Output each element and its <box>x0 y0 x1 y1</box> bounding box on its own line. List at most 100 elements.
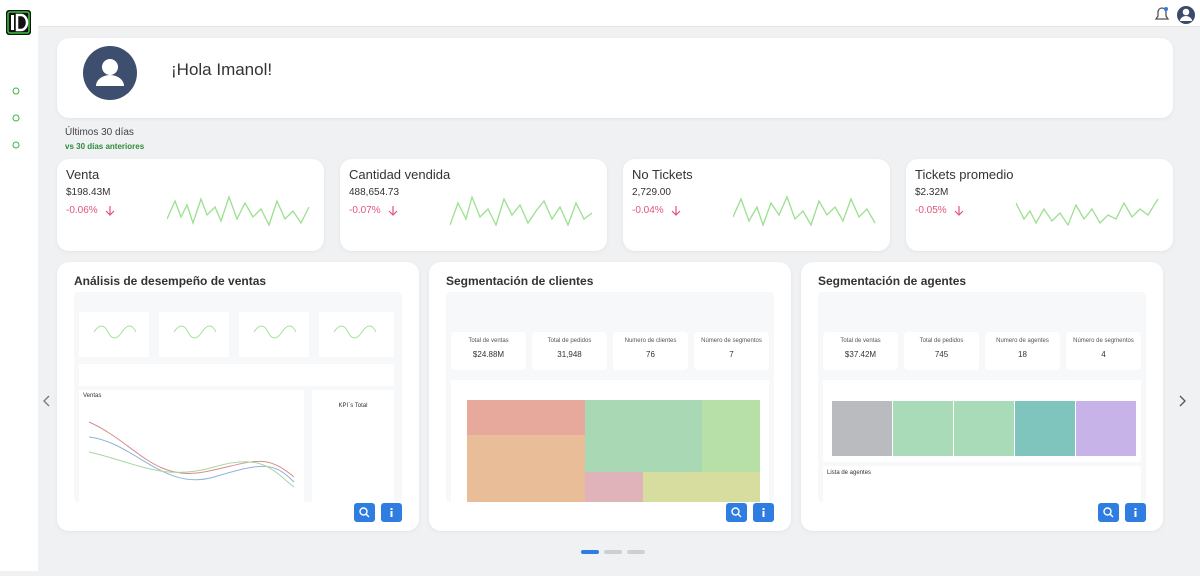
treemap-cell <box>585 472 643 502</box>
dot[interactable] <box>627 550 645 554</box>
mini-stat: Número de segmentos 4 <box>1066 332 1141 370</box>
kpi-change: -0.05% <box>915 205 947 216</box>
search-button[interactable] <box>1098 503 1119 522</box>
panel-sales: Análisis de desempeño de ventas Ventas K… <box>57 262 419 531</box>
info-icon <box>762 508 765 517</box>
info-button[interactable] <box>1125 503 1146 522</box>
mini-stat-label: Total de ventas <box>840 338 881 344</box>
mini-stat-label: Total de ventas <box>468 338 509 344</box>
sidebar <box>0 0 38 571</box>
logo-i <box>11 15 14 30</box>
kpi-change: -0.06% <box>66 205 98 216</box>
kpi-title: No Tickets <box>632 167 693 182</box>
kpi-sparkline <box>450 194 593 227</box>
mini-spark <box>253 325 297 339</box>
treemap-cell <box>585 400 702 472</box>
notification-bell[interactable] <box>1154 7 1170 20</box>
mini-stat: Numero de agentes 18 <box>985 332 1060 370</box>
info-dot <box>762 508 765 510</box>
avatar-body <box>96 75 124 86</box>
kpi-title: Venta <box>66 167 100 182</box>
dot-active[interactable] <box>581 550 599 554</box>
mini-stat-value: 31,948 <box>557 350 582 359</box>
mini-chart-title: Ventas <box>83 393 102 399</box>
panel-agents: Segmentación de agentes Lista de agentes… <box>801 262 1163 531</box>
carousel-prev[interactable] <box>40 392 54 410</box>
panel-clients: Segmentación de clientes Total de ventas… <box>429 262 791 531</box>
sparkline <box>450 194 593 227</box>
period-label: Últimos 30 días <box>65 127 134 138</box>
avatar-body <box>1180 16 1192 21</box>
info-dot <box>1134 508 1137 510</box>
nav-item[interactable] <box>12 141 20 149</box>
mini-stat-label: Numero de clientes <box>624 338 677 344</box>
logo-frame <box>7 11 30 34</box>
search-icon <box>731 507 742 518</box>
mini-chart <box>79 390 304 502</box>
kpi-value: $198.43M <box>66 187 111 198</box>
mini-stat-value: 745 <box>934 350 949 359</box>
handle <box>1109 513 1114 518</box>
logo-d <box>15 13 29 32</box>
panel-preview: Lista de agentes Total de ventas $37.42M T… <box>818 292 1146 502</box>
nav-item[interactable] <box>12 114 20 122</box>
carousel-next[interactable] <box>1175 392 1189 410</box>
kpi-title: Tickets promedio <box>915 167 1014 182</box>
kpi-sparkline <box>167 195 310 227</box>
segment-block <box>954 401 1014 456</box>
mini-card <box>239 312 309 357</box>
lens <box>731 507 740 516</box>
mini-table-title: Lista de agentes <box>827 470 872 476</box>
mini-stat: Total de ventas $24.88M <box>451 332 526 370</box>
kpi-title: Cantidad vendida <box>349 167 451 182</box>
preview-drawing <box>79 312 394 502</box>
sparkline <box>167 195 310 227</box>
mini-stat-value: 7 <box>729 350 734 359</box>
mini-stat-value: 18 <box>1018 350 1027 359</box>
kpi-value: 488,654.73 <box>349 187 400 198</box>
preview-drawing <box>451 380 769 502</box>
arrow <box>954 206 964 216</box>
mini-stat-label: Numero de agentes <box>996 338 1049 344</box>
info-bar <box>1134 511 1137 517</box>
treemap-cell <box>467 400 585 435</box>
mini-line <box>88 421 295 478</box>
segment-block <box>1015 401 1075 456</box>
down-arrow <box>671 206 681 216</box>
panel-preview: Total de ventas $24.88M Total de pedidos 31… <box>446 292 774 502</box>
sparkline <box>733 195 876 227</box>
segment-block <box>832 401 892 456</box>
kpi-card: No Tickets 2,729.00 -0.04% <box>623 159 890 251</box>
info-bar <box>390 511 393 517</box>
mini-stat: Total de pedidos 745 <box>904 332 979 370</box>
mini-spark <box>173 325 217 339</box>
search-button[interactable] <box>354 503 375 522</box>
search-icon <box>1103 507 1114 518</box>
kpi-change: -0.04% <box>632 205 664 216</box>
down-arrow <box>105 206 115 216</box>
sparkline <box>1016 198 1159 227</box>
kpi-change: -0.07% <box>349 205 381 216</box>
chevron <box>43 395 50 407</box>
preview-drawing <box>823 380 1141 502</box>
kpi-card: Tickets promedio $2.32M -0.05% <box>906 159 1173 251</box>
mini-card <box>159 312 229 357</box>
search-button[interactable] <box>726 503 747 522</box>
mini-kpi-title: KPI´s Total <box>338 403 368 409</box>
mini-kpi-list <box>312 390 394 502</box>
down-arrow <box>954 206 964 216</box>
panel-title: Segmentación de clientes <box>446 274 594 288</box>
search-icon <box>359 507 370 518</box>
kpi-card: Venta $198.43M -0.06% <box>57 159 324 251</box>
info-button[interactable] <box>381 503 402 522</box>
info-button[interactable] <box>753 503 774 522</box>
mini-stat: Numero de clientes 76 <box>613 332 688 370</box>
carousel-dots <box>581 550 645 554</box>
dot[interactable] <box>604 550 622 554</box>
greeting: ¡Hola Imanol! <box>171 60 273 79</box>
mini-stat-value: $24.88M <box>472 350 505 359</box>
mini-stat-value: $37.42M <box>844 350 877 359</box>
nav-item[interactable] <box>12 87 20 95</box>
